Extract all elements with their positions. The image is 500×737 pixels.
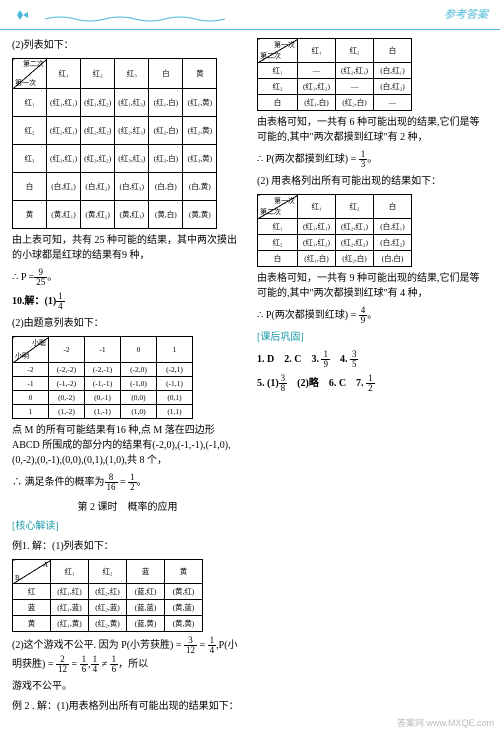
windmill-icon	[15, 8, 45, 23]
table-5: 第一次第二次 红₁红₂白 红₁(红₁,红₁)(红₂,红₁)(白,红₁) 红₂(红…	[257, 194, 412, 267]
section-gonggu: [课后巩固]	[257, 330, 488, 345]
main-content: (2)列表如下： 第二次第一次 红₁红₂红₃白黄 红₁(红₁,红₁)(红₁,红₂…	[0, 30, 500, 730]
q2-intro: (2)列表如下：	[12, 38, 243, 53]
game-conclusion: 游戏不公平。	[12, 679, 243, 694]
example-1: 例1. 解：(1)列表如下：	[12, 539, 243, 554]
section-hexin: [核心解读]	[12, 519, 243, 534]
prob-result-3: ∴ P(两次都摸到红球) = 13。	[257, 150, 488, 169]
after-t4-text: 由表格可知，一共有 6 种可能出现的结果,它们是等可能的,其中"两次都摸到红球"…	[257, 115, 488, 145]
prob-result-2: ∴ 满足条件的概率为816 = 12。	[12, 473, 243, 492]
watermark: 答案网 www.MXQE.com	[397, 716, 494, 729]
page-header: 参考答案	[0, 0, 500, 30]
fraction: 925	[34, 268, 47, 287]
game-fair-text: (2)这个游戏不公平. 因为 P(小芳获胜) = 312 = 14,P(小明获胜…	[12, 636, 243, 674]
prob-result-4: ∴ P(两次都摸到红球) = 49。	[257, 306, 488, 325]
example-2-intro: 例 2 . 解：(1)用表格列出所有可能出现的结果如下：	[12, 699, 243, 714]
q10-1: 10.解：(1)14	[12, 292, 243, 311]
fraction: 14	[56, 292, 65, 311]
after-t1-text: 由上表可知，共有 25 种可能的结果，其中两次摸出的小球都是红球的结果有9 种，	[12, 233, 243, 263]
wave-decoration	[45, 15, 225, 23]
answers-line-2: 5. (1)38 (2)略 6. C 7. 12	[257, 374, 488, 393]
prob-result-1: ∴ P =925。	[12, 268, 243, 287]
part-2-intro: (2) 用表格列出所有可能出现的结果如下：	[257, 174, 488, 189]
answers-line-1: 1. D 2. C 3. 19 4. 35	[257, 350, 488, 369]
after-t5-text: 由表格可知，一共有 9 种可能出现的结果,它们是等可能的,其中"两次都摸到红球"…	[257, 271, 488, 301]
q10-2-intro: (2)由题意列表如下：	[12, 316, 243, 331]
table-2: 小聪小明 -2-101 -2(-2,-2)(-2,-1)(-2,0)(-2,1)…	[12, 336, 193, 419]
table-3: AB 红₁红₂蓝黄 红(红₁,红)(红₂,红)(蓝,红)(黄,红) 蓝(红₁,蓝…	[12, 559, 203, 632]
lesson-title: 第 2 课时 概率的应用	[12, 498, 243, 513]
header-label: 参考答案	[444, 6, 488, 22]
table-4: 第一次第二次 红₁红₂白 红₁—(红₂,红₁)(白,红₁) 红₂(红₁,红₂)—…	[257, 38, 412, 111]
after-t2-text: 点 M 的所有可能结果有16 种,点 M 落在四边形 ABCD 所围成的部分内的…	[12, 423, 243, 468]
table-1: 第二次第一次 红₁红₂红₃白黄 红₁(红₁,红₁)(红₁,红₂)(红₁,红₃)(…	[12, 58, 217, 229]
